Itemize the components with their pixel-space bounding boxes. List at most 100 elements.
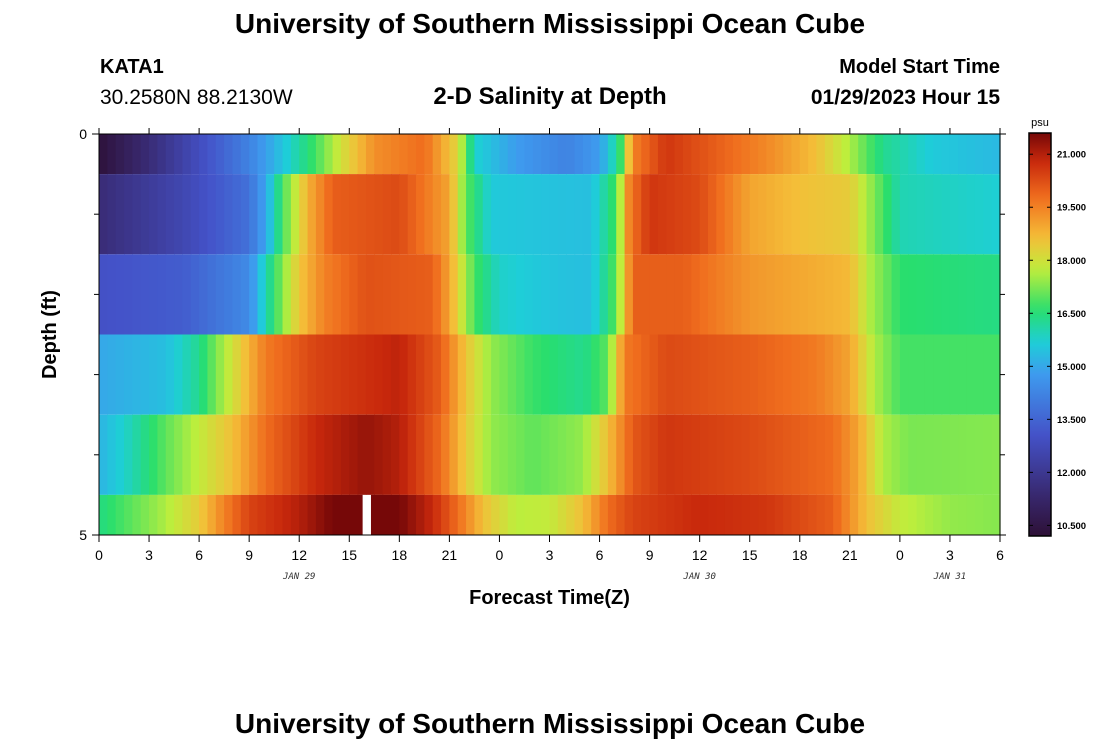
heatmap-cell xyxy=(265,134,275,175)
heatmap-cell xyxy=(924,134,934,175)
heatmap-cell xyxy=(282,134,292,175)
heatmap-cell xyxy=(666,334,676,415)
x-tick-label: 6 xyxy=(195,547,203,563)
heatmap-cell xyxy=(841,494,851,535)
x-tick-label: 12 xyxy=(291,547,307,563)
heatmap-cell xyxy=(382,494,392,535)
y-axis-title: Depth (ft) xyxy=(39,290,61,379)
heatmap-cell xyxy=(432,414,442,495)
heatmap-cell xyxy=(290,414,300,495)
heatmap-cell xyxy=(332,334,342,415)
heatmap-cell xyxy=(599,174,609,255)
heatmap-cell xyxy=(591,494,601,535)
heatmap-cell xyxy=(833,174,843,255)
heatmap-cell xyxy=(641,174,651,255)
heatmap-cell xyxy=(432,254,442,335)
heatmap-cell xyxy=(174,174,184,255)
heatmap-cell xyxy=(315,334,325,415)
heatmap-cell xyxy=(808,334,818,415)
heatmap-cell xyxy=(374,174,384,255)
heatmap-cell xyxy=(624,254,634,335)
x-tick-label: 12 xyxy=(692,547,708,563)
heatmap-cell xyxy=(232,494,242,535)
heatmap-cell xyxy=(390,334,400,415)
heatmap-cell xyxy=(482,494,492,535)
heatmap-cell xyxy=(416,494,425,535)
x-tick-label: 18 xyxy=(792,547,808,563)
x-tick-label: 3 xyxy=(145,547,153,563)
heatmap-cell xyxy=(916,134,926,175)
heatmap-cell xyxy=(249,334,259,415)
heatmap-cell xyxy=(674,334,684,415)
heatmap-cell xyxy=(149,414,158,495)
heatmap-cell xyxy=(516,134,526,175)
heatmap-cell xyxy=(207,334,217,415)
heatmap-cell xyxy=(691,174,701,255)
heatmap-cell xyxy=(449,174,459,255)
heatmap-cell xyxy=(933,254,943,335)
heatmap-cell xyxy=(457,174,467,255)
heatmap-cell xyxy=(207,134,217,175)
heatmap-cell xyxy=(841,334,851,415)
heatmap-cell xyxy=(758,334,767,415)
model-start-time: 01/29/2023 Hour 15 xyxy=(810,86,1000,109)
heatmap-cell xyxy=(758,494,767,535)
heatmap-cell xyxy=(808,174,818,255)
heatmap-cell xyxy=(290,174,300,255)
heatmap-cell xyxy=(774,494,784,535)
heatmap-cell xyxy=(407,334,417,415)
heatmap-cell xyxy=(783,174,793,255)
heatmap-cell xyxy=(624,414,634,495)
heatmap-cell xyxy=(482,254,492,335)
heatmap-cell xyxy=(974,254,984,335)
heatmap-cell xyxy=(557,494,567,535)
heatmap-cell xyxy=(941,494,951,535)
colorbar: 10.500 12.000 13.500 15.000 16.500 18.000 19.5… xyxy=(1028,132,1086,537)
heatmap-cell xyxy=(891,414,901,495)
heatmap-cell xyxy=(124,174,133,255)
page-title: University of Southern Mississippi Ocean… xyxy=(234,8,866,39)
heatmap-cell xyxy=(899,414,909,495)
heatmap-cell xyxy=(124,134,133,175)
heatmap-cell xyxy=(290,494,300,535)
heatmap-cell xyxy=(299,174,309,255)
heatmap-cell xyxy=(682,494,692,535)
heatmap-cell xyxy=(749,254,759,335)
heatmap-cell xyxy=(466,174,476,255)
heatmap-cell xyxy=(933,494,943,535)
heatmap-cell xyxy=(557,334,567,415)
heatmap-cell xyxy=(991,174,1001,255)
heatmap-cell xyxy=(766,494,776,535)
heatmap-cell xyxy=(833,254,843,335)
heatmap-cell xyxy=(332,174,342,255)
heatmap-cell xyxy=(991,334,1001,415)
heatmap-cell xyxy=(566,494,576,535)
heatmap-cell xyxy=(949,254,959,335)
heatmap-cell xyxy=(215,494,225,535)
heatmap-cell xyxy=(691,134,701,175)
heatmap-cell xyxy=(257,414,267,495)
heatmap-cell xyxy=(958,494,968,535)
heatmap-cell xyxy=(315,494,325,535)
heatmap-cell xyxy=(758,414,767,495)
heatmap-cell xyxy=(657,254,667,335)
colorbar-tick-label: 21.000 xyxy=(1057,150,1086,161)
heatmap-cell xyxy=(941,174,951,255)
heatmap-cell xyxy=(182,414,192,495)
heatmap-cells xyxy=(99,134,1001,535)
heatmap-cell xyxy=(708,254,717,335)
heatmap-cell xyxy=(641,334,651,415)
heatmap-cell xyxy=(599,334,609,415)
heatmap-cell xyxy=(574,134,584,175)
heatmap-cell xyxy=(165,254,175,335)
heatmap-cell xyxy=(349,134,359,175)
heatmap-cell xyxy=(307,174,317,255)
heatmap-cell xyxy=(657,494,667,535)
heatmap-cell xyxy=(199,334,209,415)
heatmap-cell xyxy=(891,494,901,535)
heatmap-cell xyxy=(866,254,876,335)
heatmap-cell xyxy=(791,174,801,255)
heatmap-cell xyxy=(924,334,934,415)
heatmap-cell xyxy=(265,254,275,335)
